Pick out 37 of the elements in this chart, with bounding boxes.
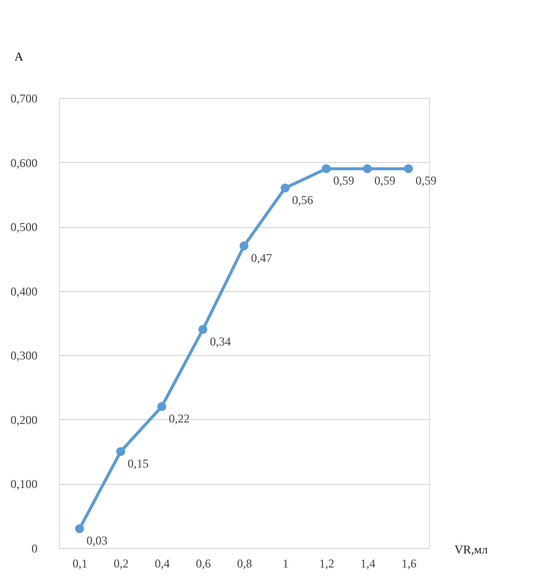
data-label: 0,56 xyxy=(292,193,314,207)
data-label: 0,59 xyxy=(415,174,436,188)
point xyxy=(116,447,126,456)
point xyxy=(362,164,372,174)
y-tick-label: 0,100 xyxy=(10,477,38,492)
y-tick-label: 0,200 xyxy=(10,412,38,427)
x-axis-title: VR,мл xyxy=(454,542,488,556)
y-axis-title: A xyxy=(14,50,24,64)
data-label: 0,34 xyxy=(210,334,231,348)
data-label: 0,59 xyxy=(333,174,354,188)
x-tick-label: 0,4 xyxy=(154,556,170,570)
point xyxy=(280,184,290,192)
point xyxy=(322,164,331,174)
x-tick-label: 1 xyxy=(282,556,289,570)
x-tick-label: 0,6 xyxy=(196,556,211,570)
data-label: 0,22 xyxy=(168,412,190,426)
x-tick-label: 0,8 xyxy=(237,556,252,570)
point xyxy=(157,402,166,412)
x-tick-label: 1,2 xyxy=(319,556,334,570)
data-label: 0,59 xyxy=(374,174,396,188)
y-tick-label: 0,500 xyxy=(10,220,38,234)
point xyxy=(75,524,84,534)
y-tick-label: 0 xyxy=(32,542,38,556)
data-label: 0,15 xyxy=(128,456,149,471)
y-tick-label: 0,400 xyxy=(10,284,38,298)
point xyxy=(240,241,248,250)
y-tick-label: 0,700 xyxy=(10,92,38,106)
x-tick-label: 1,6 xyxy=(401,556,416,570)
y-tick-label: 0,600 xyxy=(10,156,38,170)
x-tick-label: 0,2 xyxy=(114,556,129,570)
point xyxy=(404,164,413,174)
x-tick-label: 1,4 xyxy=(360,556,376,570)
x-tick-label: 0,1 xyxy=(72,556,88,570)
point xyxy=(198,324,208,334)
y-tick-label: 0,300 xyxy=(10,348,38,363)
data-label: 0,03 xyxy=(86,534,108,548)
data-label: 0,47 xyxy=(251,250,272,265)
